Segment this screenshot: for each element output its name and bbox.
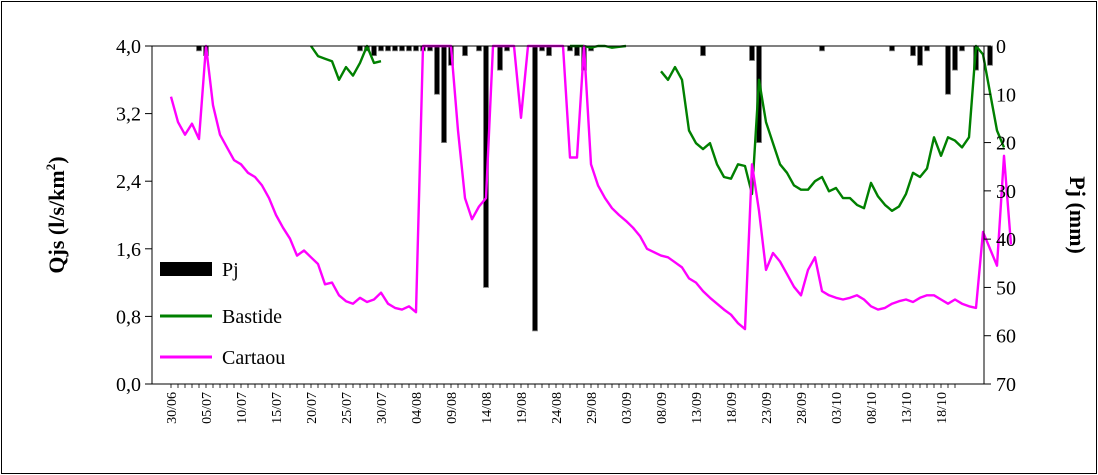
pj-bar — [413, 45, 419, 52]
pj-bar — [357, 45, 363, 52]
pj-bar — [441, 45, 447, 143]
pj-bar — [959, 45, 965, 52]
right-tick-label: 30 — [996, 181, 1016, 203]
right-tick-label: 50 — [996, 277, 1016, 299]
pj-bar — [749, 45, 755, 61]
left-tick-label: 0,8 — [116, 306, 141, 328]
right-tick-label: 10 — [996, 84, 1016, 106]
pj-bar — [889, 45, 895, 52]
x-tick-label: 28/09 — [795, 392, 810, 424]
left-tick-label: 0,0 — [116, 374, 141, 396]
left-tick-label: 3,2 — [116, 104, 141, 126]
plot-area-border — [151, 45, 985, 385]
x-tick-label: 23/09 — [760, 392, 775, 424]
left-axis-title-main: Qjs (l/s/km — [44, 170, 69, 273]
x-tick-label: 20/07 — [305, 392, 320, 424]
pj-bar — [987, 45, 993, 66]
pj-bar — [532, 45, 538, 332]
x-tick-label: 03/09 — [620, 392, 635, 424]
right-tick-label: 70 — [996, 374, 1016, 396]
pj-bar — [546, 45, 552, 57]
left-axis-title-sup: 2 — [43, 164, 58, 171]
pj-bar — [910, 45, 916, 57]
pj-bar — [574, 45, 580, 57]
x-tick-label: 09/08 — [445, 392, 460, 424]
x-tick-label: 24/08 — [550, 392, 565, 424]
x-tick-label: 08/10 — [865, 392, 880, 424]
pj-bar — [385, 45, 391, 52]
pj-bar — [700, 45, 706, 57]
pj-bar — [392, 45, 398, 52]
right-tick-label: 0 — [996, 36, 1006, 58]
pj-bar — [497, 45, 503, 71]
pj-bar — [924, 45, 930, 52]
bastide-line — [660, 44, 1006, 212]
right-axis-title: Pj (mm) — [1065, 176, 1090, 254]
x-tick-label: 18/10 — [935, 392, 950, 424]
pj-bar — [476, 45, 482, 52]
left-axis-title-end: ) — [44, 156, 69, 163]
pj-bar — [371, 45, 377, 57]
pj-bar — [819, 45, 825, 52]
bastide-line — [310, 44, 382, 81]
x-tick-label: 25/07 — [340, 392, 355, 424]
x-tick-label: 30/06 — [165, 392, 180, 424]
left-axis-title: Qjs (l/s/km2) — [43, 156, 69, 273]
axes: 0,0 0,8 1,6 2,4 3,2 4,0 0 10 20 30 40 50 60 70 30/06 05… — [116, 36, 1016, 424]
x-tick-label: 13/09 — [690, 392, 705, 424]
pj-bar — [952, 45, 958, 71]
x-tick-label: 14/08 — [480, 392, 495, 424]
x-tick-label: 04/08 — [410, 392, 425, 424]
pj-bar — [917, 45, 923, 66]
pj-bar — [945, 45, 951, 95]
left-tick-label: 2,4 — [116, 171, 141, 193]
legend: Pj Bastide Cartaou — [160, 259, 285, 369]
legend-label-cartaou: Cartaou — [222, 347, 285, 369]
x-tick-label: 15/07 — [270, 392, 285, 424]
right-tick-label: 20 — [996, 133, 1016, 155]
x-tick-label: 03/10 — [830, 392, 845, 424]
pj-bar — [462, 45, 468, 57]
right-tick-label: 40 — [996, 229, 1016, 251]
x-tick-label: 29/08 — [585, 392, 600, 424]
x-tick-label: 10/07 — [235, 392, 250, 424]
pj-bar — [434, 45, 440, 95]
right-tick-label: 60 — [996, 326, 1016, 348]
x-tick-label: 30/07 — [375, 392, 390, 424]
legend-label-pj: Pj — [222, 259, 239, 281]
x-tick-label: 05/07 — [200, 392, 215, 424]
pj-bar — [378, 45, 384, 52]
x-tick-label: 18/09 — [725, 392, 740, 424]
x-tick-label: 08/09 — [655, 392, 670, 424]
pj-bar — [406, 45, 412, 52]
legend-label-bastide: Bastide — [222, 306, 282, 328]
cartaou-line — [169, 44, 1013, 331]
legend-swatch-pj — [160, 262, 212, 276]
x-tick-label: 19/08 — [515, 392, 530, 424]
left-tick-label: 4,0 — [116, 36, 141, 58]
pj-bar — [196, 45, 202, 52]
left-tick-label: 1,6 — [116, 239, 141, 261]
x-tick-label: 13/10 — [900, 392, 915, 424]
pj-bar — [399, 45, 405, 52]
